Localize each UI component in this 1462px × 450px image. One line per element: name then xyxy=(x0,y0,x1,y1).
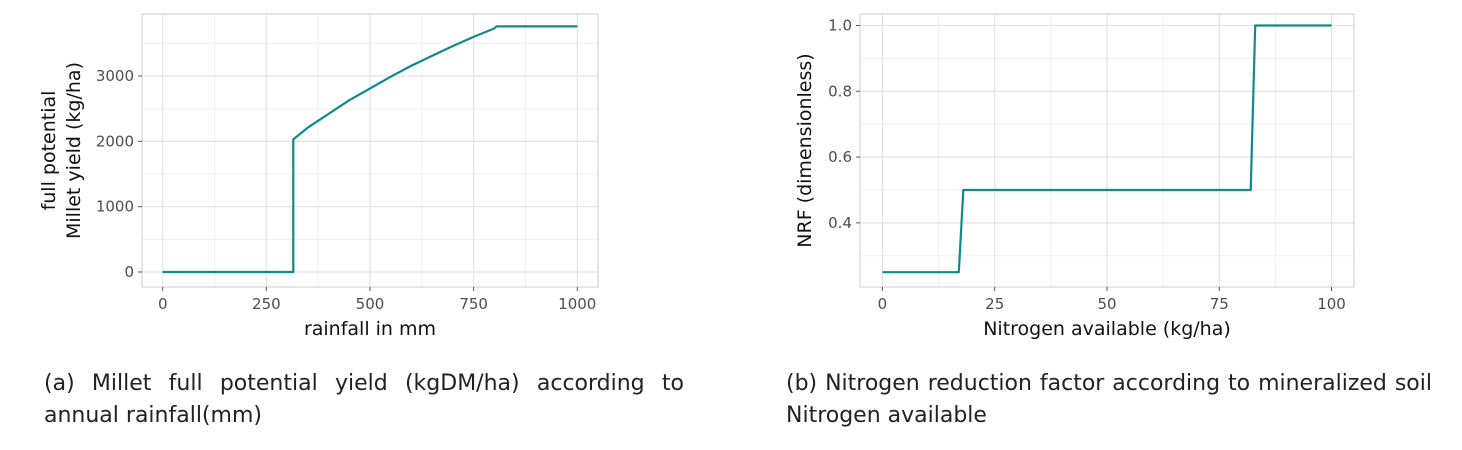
x-tick-label: 500 xyxy=(356,295,385,313)
nitrogen-reduction-chart: 0 25 50 75 100 0.4 0.6 0.8 1.0 Nitrogen available… xyxy=(794,13,1355,340)
x-tick-label: 250 xyxy=(252,295,281,313)
y-tick-label: 2000 xyxy=(96,132,134,150)
y-tick-label: 0.8 xyxy=(828,82,852,100)
y-tick-label: 0.4 xyxy=(828,214,852,232)
series-line xyxy=(162,25,578,274)
caption-a: (a) Millet full potential yield (kgDM/ha… xyxy=(44,371,684,428)
y-tick-label: 1000 xyxy=(96,198,134,216)
x-tick-label: 750 xyxy=(459,295,488,313)
x-tick-label: 50 xyxy=(1097,295,1116,313)
x-axis-label: Nitrogen available (kg/ha) xyxy=(983,318,1231,340)
x-tick-label: 100 xyxy=(1317,295,1346,313)
y-tick-label: 0 xyxy=(124,263,134,281)
y-axis-label: NRF (dimensionless) xyxy=(794,53,816,247)
y-tick-label: 3000 xyxy=(96,67,134,85)
caption-b: (b) Nitrogen reduction factor according … xyxy=(786,371,1432,428)
y-tick-label: 0.6 xyxy=(828,148,852,166)
x-tick-label: 75 xyxy=(1210,295,1229,313)
x-tick-label: 25 xyxy=(985,295,1004,313)
x-axis-label: rainfall in mm xyxy=(304,318,436,340)
x-tick-label: 0 xyxy=(878,295,888,313)
rainfall-yield-chart: 0 250 500 750 1000 0 1000 2000 3000 rainfall in m… xyxy=(38,13,599,340)
series-line xyxy=(882,24,1332,274)
x-tick-label: 0 xyxy=(158,295,168,313)
y-axis-label: full potential xyxy=(38,91,60,211)
x-tick-label: 1000 xyxy=(558,295,596,313)
y-tick-label: 1.0 xyxy=(828,17,852,35)
y-axis-label: Millet yield (kg/ha) xyxy=(63,62,85,239)
